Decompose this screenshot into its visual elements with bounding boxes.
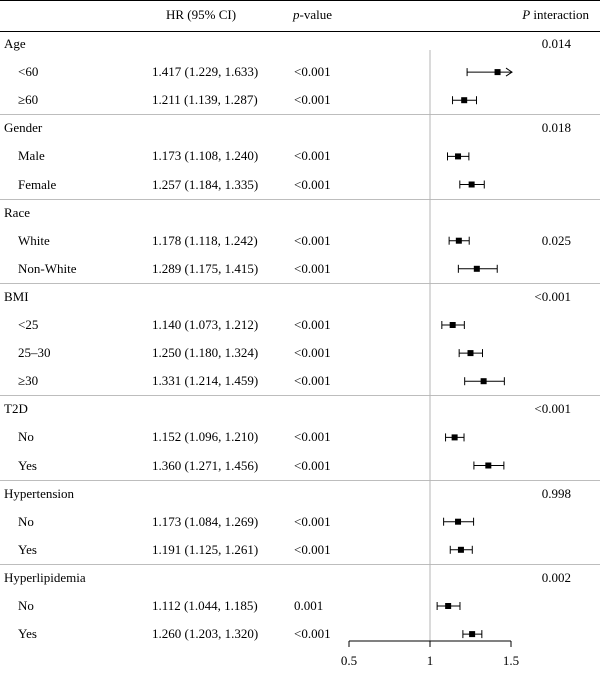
hr-point — [449, 322, 456, 328]
p-value: <0.001 — [294, 317, 331, 332]
group-label: Race — [4, 204, 30, 220]
group-separator — [0, 283, 600, 284]
subgroup-label: Yes — [18, 626, 37, 642]
hr-ci-value: 1.260 (1.203, 1.320) — [152, 626, 259, 642]
header-p-value-italic: p — [293, 7, 300, 22]
group-label: T2D — [4, 401, 28, 417]
hr-ci-value: 1.360 (1.271, 1.456) — [152, 457, 259, 473]
p-value: <0.001 — [294, 541, 331, 557]
hr-ci-value: 1.191 (1.125, 1.261) — [152, 541, 259, 557]
p-value: <0.001 — [294, 373, 331, 389]
subgroup-label: No — [18, 513, 34, 529]
header-p-interaction-rest: interaction — [530, 7, 589, 22]
hr-point — [445, 603, 452, 609]
p-value: <0.001 — [294, 513, 331, 529]
p-interaction-value: 0.025 — [541, 232, 571, 248]
header-p-value: p-value — [293, 7, 332, 23]
hr-ci-value: 1.289 (1.175, 1.415) — [152, 260, 259, 276]
subgroup-label: No — [18, 598, 34, 613]
x-tick-label: 0.5 — [341, 653, 357, 668]
hr-point — [455, 237, 462, 244]
hr-point — [455, 153, 462, 160]
hr-point — [468, 181, 475, 188]
p-value: <0.001 — [294, 457, 331, 473]
header-p-interaction-italic: P — [522, 7, 531, 22]
subgroup-label: Non-White — [18, 260, 77, 276]
hr-ci-value: 1.173 (1.108, 1.240) — [152, 148, 259, 164]
group-separator — [0, 564, 600, 565]
hr-ci-value: 1.250 (1.180, 1.324) — [152, 345, 259, 361]
subgroup-label: ≥60 — [18, 92, 39, 108]
hr-point — [469, 631, 476, 638]
subgroup-label: <60 — [18, 64, 39, 80]
hr-ci-value: 1.140 (1.073, 1.212) — [152, 317, 259, 332]
p-value: <0.001 — [294, 260, 331, 276]
hr-ci-value: 1.417 (1.229, 1.633) — [152, 64, 259, 80]
group-separator — [0, 395, 600, 396]
ci-arrow — [505, 67, 513, 77]
hr-ci-value: 1.173 (1.084, 1.269) — [152, 513, 259, 529]
group-label: Hypertension — [4, 485, 75, 501]
p-value: <0.001 — [294, 429, 331, 445]
group-separator — [0, 114, 600, 115]
p-value: <0.001 — [294, 148, 331, 164]
p-interaction-value: <0.001 — [534, 288, 571, 304]
hr-ci-value: 1.211 (1.139, 1.287) — [152, 92, 258, 108]
header-p-interaction: P interaction — [522, 7, 589, 23]
p-interaction-value: 0.014 — [541, 36, 571, 51]
p-value: <0.001 — [294, 345, 331, 361]
group-separator — [0, 199, 600, 200]
hr-point — [467, 350, 474, 357]
p-value: <0.001 — [294, 64, 331, 80]
hr-ci-value: 1.112 (1.044, 1.185) — [152, 598, 258, 613]
p-interaction-value: <0.001 — [534, 401, 571, 417]
subgroup-label: <25 — [18, 317, 39, 332]
group-label: Hyperlipidemia — [4, 569, 86, 585]
p-value: <0.001 — [294, 232, 331, 248]
p-value: <0.001 — [294, 176, 331, 192]
hr-point — [457, 546, 464, 553]
hr-point — [455, 518, 462, 525]
subgroup-label: Female — [18, 176, 57, 192]
group-label: Gender — [4, 120, 43, 136]
subgroup-label: Male — [18, 148, 45, 164]
hr-point — [485, 462, 492, 469]
x-tick-label: 1 — [427, 653, 434, 668]
group-separator — [0, 480, 600, 481]
subgroup-label: ≥30 — [18, 373, 39, 389]
hr-ci-value: 1.331 (1.214, 1.459) — [152, 373, 259, 389]
hr-ci-value: 1.152 (1.096, 1.210) — [152, 429, 259, 445]
p-value: 0.001 — [294, 598, 324, 613]
subgroup-label: No — [18, 429, 34, 445]
subgroup-label: 25–30 — [18, 345, 51, 361]
hr-point — [451, 434, 458, 441]
header-hr-ci: HR (95% CI) — [166, 7, 237, 22]
hr-point — [480, 378, 487, 385]
p-interaction-value: 0.018 — [541, 120, 571, 136]
p-interaction-value: 0.002 — [541, 569, 571, 585]
group-label: BMI — [4, 288, 29, 304]
hr-point — [473, 265, 480, 272]
group-label: Age — [4, 36, 26, 51]
header-p-value-rest: -value — [299, 7, 332, 22]
subgroup-label: Yes — [18, 457, 37, 473]
hr-point — [494, 69, 501, 76]
hr-point — [461, 97, 468, 104]
p-interaction-value: 0.998 — [541, 485, 571, 501]
hr-ci-value: 1.178 (1.118, 1.242) — [152, 232, 258, 248]
table-top-rule — [0, 0, 600, 1]
p-value: <0.001 — [294, 626, 331, 642]
p-value: <0.001 — [294, 92, 331, 108]
header-rule — [0, 31, 600, 32]
subgroup-label: Yes — [18, 541, 37, 557]
hr-ci-value: 1.257 (1.184, 1.335) — [152, 176, 259, 192]
subgroup-label: White — [18, 232, 50, 248]
x-tick-label: 1.5 — [503, 653, 519, 668]
